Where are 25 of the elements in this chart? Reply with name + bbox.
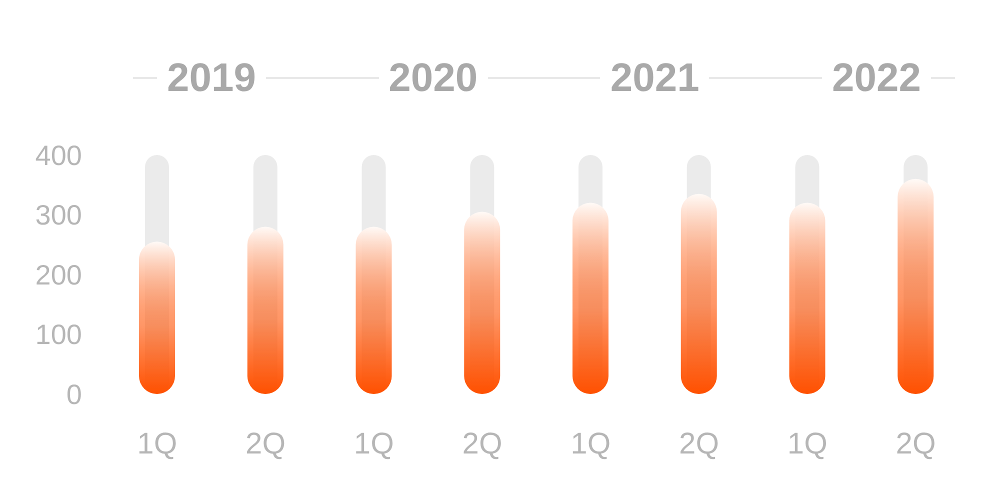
y-tick-label: 300 (35, 200, 82, 231)
y-tick-label: 0 (66, 378, 82, 410)
x-tick-label: 1Q (137, 427, 178, 460)
y-tick-label: 400 (35, 140, 82, 171)
x-tick-label: 2Q (896, 427, 936, 460)
x-tick-label: 1Q (570, 427, 611, 460)
bar (464, 212, 500, 394)
y-tick-label: 100 (35, 319, 82, 350)
x-tick-label: 2Q (462, 427, 502, 460)
bar (680, 194, 717, 394)
x-tick-label: 2Q (246, 427, 286, 460)
x-tick-label: 1Q (787, 427, 828, 460)
text: 2020 (388, 55, 479, 102)
x-tick-label: 2Q (679, 427, 720, 460)
bar (139, 242, 175, 394)
x-tick-label: 1Q (354, 427, 394, 460)
bar (898, 178, 934, 394)
text: 2022 (831, 55, 922, 102)
text: 2019 (166, 55, 257, 102)
bar (356, 226, 392, 394)
bar (247, 226, 284, 394)
y-tick-label: 200 (35, 259, 82, 290)
bar (572, 202, 608, 394)
bar (789, 202, 826, 394)
text: 2021 (609, 55, 700, 102)
